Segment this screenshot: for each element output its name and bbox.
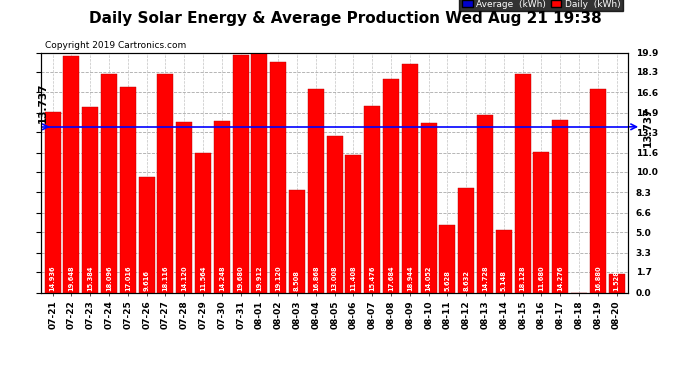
Text: 18.944: 18.944	[407, 266, 413, 291]
Text: 8.632: 8.632	[463, 270, 469, 291]
Text: Copyright 2019 Cartronics.com: Copyright 2019 Cartronics.com	[45, 41, 186, 50]
Bar	[458, 188, 474, 292]
Text: 19.120: 19.120	[275, 266, 282, 291]
Text: 18.096: 18.096	[106, 266, 112, 291]
Text: 16.880: 16.880	[595, 266, 601, 291]
Bar	[402, 64, 418, 292]
Text: 5.148: 5.148	[501, 270, 507, 291]
Bar	[45, 112, 61, 292]
Bar	[346, 155, 362, 292]
Text: 9.616: 9.616	[144, 270, 150, 291]
Text: 19.912: 19.912	[257, 266, 262, 291]
Bar	[383, 79, 399, 292]
Bar	[139, 177, 155, 292]
Text: 11.408: 11.408	[351, 266, 357, 291]
Text: 13.008: 13.008	[332, 266, 337, 291]
Bar	[101, 74, 117, 292]
Text: 11.680: 11.680	[538, 266, 544, 291]
Bar	[120, 87, 136, 292]
Text: 14.248: 14.248	[219, 266, 225, 291]
Bar	[326, 136, 343, 292]
Text: 17.684: 17.684	[388, 266, 394, 291]
Bar	[233, 55, 248, 292]
Text: 14.936: 14.936	[50, 266, 56, 291]
Bar	[176, 122, 193, 292]
Text: 13.737: 13.737	[643, 106, 653, 147]
Bar	[609, 274, 624, 292]
Bar	[421, 123, 437, 292]
Text: 17.016: 17.016	[125, 266, 131, 291]
Bar	[195, 153, 211, 292]
Text: 15.384: 15.384	[87, 266, 93, 291]
Text: 18.128: 18.128	[520, 266, 526, 291]
Bar	[157, 74, 173, 292]
Bar	[440, 225, 455, 292]
Text: 16.868: 16.868	[313, 266, 319, 291]
Text: 1.528: 1.528	[613, 270, 620, 291]
Bar	[289, 190, 305, 292]
Bar	[590, 89, 606, 292]
Bar	[552, 120, 569, 292]
Bar	[251, 53, 268, 292]
Text: 14.120: 14.120	[181, 266, 187, 291]
Bar	[308, 89, 324, 292]
Bar	[82, 107, 98, 292]
Text: 14.276: 14.276	[558, 266, 563, 291]
Text: 8.508: 8.508	[294, 270, 300, 291]
Text: 19.680: 19.680	[237, 266, 244, 291]
Bar	[515, 74, 531, 292]
Text: 5.628: 5.628	[444, 270, 451, 291]
Bar	[63, 56, 79, 292]
Text: 15.476: 15.476	[369, 266, 375, 291]
Bar	[533, 152, 549, 292]
Text: 11.564: 11.564	[200, 266, 206, 291]
Bar	[496, 230, 512, 292]
Text: 14.052: 14.052	[426, 266, 432, 291]
Legend: Average  (kWh), Daily  (kWh): Average (kWh), Daily (kWh)	[459, 0, 623, 11]
Text: 14.728: 14.728	[482, 266, 488, 291]
Bar	[270, 62, 286, 292]
Text: 19.648: 19.648	[68, 266, 75, 291]
Bar	[477, 115, 493, 292]
Text: Daily Solar Energy & Average Production Wed Aug 21 19:38: Daily Solar Energy & Average Production …	[88, 11, 602, 26]
Text: 18.116: 18.116	[162, 266, 168, 291]
Bar	[214, 121, 230, 292]
Text: 13.737: 13.737	[38, 83, 48, 123]
Bar	[364, 106, 380, 292]
